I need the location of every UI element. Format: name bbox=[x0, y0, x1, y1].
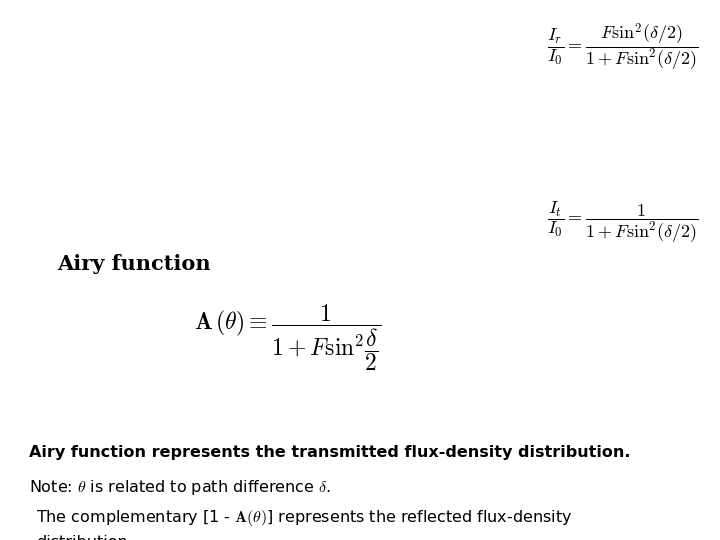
Text: Airy function represents the transmitted flux-density distribution.: Airy function represents the transmitted… bbox=[29, 446, 630, 461]
Text: Note: $\theta$ is related to path difference $\delta$.: Note: $\theta$ is related to path differ… bbox=[29, 478, 330, 497]
Text: $\dfrac{I_t}{I_0} = \dfrac{1}{1 + F\sin^2\!(\delta/2)}$: $\dfrac{I_t}{I_0} = \dfrac{1}{1 + F\sin^… bbox=[547, 200, 698, 245]
Text: The complementary [1 - $\mathbf{A}(\theta)$] represents the reflected flux-densi: The complementary [1 - $\mathbf{A}(\thet… bbox=[36, 508, 572, 528]
Text: distribution.: distribution. bbox=[36, 535, 133, 540]
Text: $\mathbf{A}\,(\theta) \equiv \dfrac{1}{1 + F\sin^2\!\dfrac{\delta}{2}}$: $\mathbf{A}\,(\theta) \equiv \dfrac{1}{1… bbox=[194, 302, 382, 373]
Text: $\dfrac{I_r}{I_0} = \dfrac{F\sin^2\!(\delta/2)}{1 + F\sin^2\!(\delta/2)}$: $\dfrac{I_r}{I_0} = \dfrac{F\sin^2\!(\de… bbox=[547, 22, 698, 73]
Text: Airy function: Airy function bbox=[58, 254, 211, 274]
